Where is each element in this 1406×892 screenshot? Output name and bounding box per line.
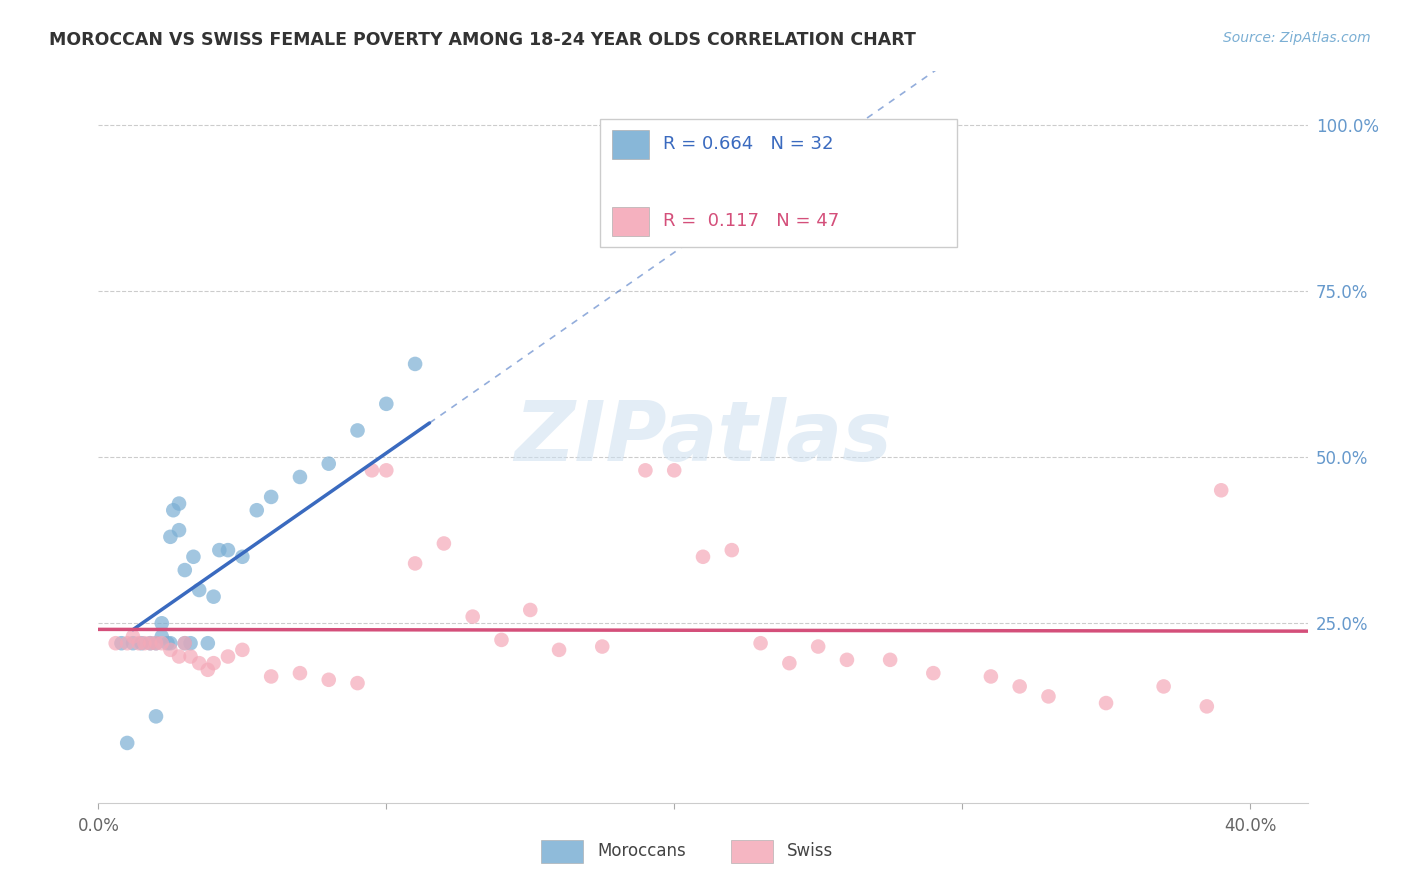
- Bar: [613, 207, 648, 235]
- Point: [879, 653, 901, 667]
- Point: [778, 656, 800, 670]
- Point: [980, 669, 1002, 683]
- Point: [173, 636, 195, 650]
- Point: [260, 669, 283, 683]
- Point: [122, 630, 145, 644]
- Text: MOROCCAN VS SWISS FEMALE POVERTY AMONG 18-24 YEAR OLDS CORRELATION CHART: MOROCCAN VS SWISS FEMALE POVERTY AMONG 1…: [49, 31, 917, 49]
- Point: [231, 643, 253, 657]
- Point: [150, 630, 173, 644]
- Point: [145, 636, 167, 650]
- Point: [167, 497, 190, 511]
- Point: [134, 636, 156, 650]
- Point: [139, 636, 162, 650]
- Point: [217, 543, 239, 558]
- Point: [260, 490, 283, 504]
- Point: [1153, 680, 1175, 694]
- Text: Moroccans: Moroccans: [598, 842, 686, 860]
- Point: [1211, 483, 1233, 498]
- Point: [346, 676, 368, 690]
- Point: [159, 636, 181, 650]
- Text: ZIPatlas: ZIPatlas: [515, 397, 891, 477]
- Point: [173, 563, 195, 577]
- Point: [318, 673, 340, 687]
- Point: [173, 636, 195, 650]
- Point: [150, 636, 173, 650]
- Point: [122, 636, 145, 650]
- Point: [246, 503, 269, 517]
- Point: [150, 616, 173, 631]
- Text: R =  0.117   N = 47: R = 0.117 N = 47: [664, 212, 839, 230]
- Point: [461, 609, 484, 624]
- Point: [162, 503, 184, 517]
- Text: Swiss: Swiss: [787, 842, 834, 860]
- Point: [1095, 696, 1118, 710]
- Point: [318, 457, 340, 471]
- Point: [183, 549, 205, 564]
- Point: [288, 666, 311, 681]
- Point: [346, 424, 368, 438]
- Point: [145, 709, 167, 723]
- Point: [404, 357, 426, 371]
- Point: [548, 643, 571, 657]
- Point: [491, 632, 513, 647]
- Point: [167, 523, 190, 537]
- Point: [180, 649, 202, 664]
- Point: [1195, 699, 1218, 714]
- Point: [692, 549, 714, 564]
- Point: [188, 656, 211, 670]
- Point: [433, 536, 456, 550]
- Point: [115, 636, 138, 650]
- Point: [217, 649, 239, 664]
- Point: [936, 131, 959, 145]
- Point: [664, 463, 686, 477]
- Point: [835, 653, 858, 667]
- Point: [202, 590, 225, 604]
- Text: R = 0.664   N = 32: R = 0.664 N = 32: [664, 135, 834, 153]
- Point: [634, 463, 657, 477]
- Point: [375, 397, 398, 411]
- Point: [1008, 680, 1031, 694]
- Point: [159, 643, 181, 657]
- Bar: [613, 130, 648, 159]
- Point: [202, 656, 225, 670]
- Point: [167, 649, 190, 664]
- Point: [231, 549, 253, 564]
- Point: [131, 636, 153, 650]
- Point: [807, 640, 830, 654]
- Point: [128, 636, 150, 650]
- Point: [208, 543, 231, 558]
- Point: [375, 463, 398, 477]
- Point: [156, 636, 179, 650]
- Point: [591, 640, 613, 654]
- Point: [404, 557, 426, 571]
- Point: [115, 736, 138, 750]
- Point: [180, 636, 202, 650]
- Point: [139, 636, 162, 650]
- Point: [197, 663, 219, 677]
- Point: [1038, 690, 1060, 704]
- Point: [104, 636, 127, 650]
- FancyBboxPatch shape: [600, 119, 957, 247]
- Point: [159, 530, 181, 544]
- Point: [145, 636, 167, 650]
- Point: [288, 470, 311, 484]
- Point: [922, 666, 945, 681]
- Point: [519, 603, 541, 617]
- Point: [720, 543, 742, 558]
- Point: [197, 636, 219, 650]
- Point: [110, 636, 132, 650]
- Text: Source: ZipAtlas.com: Source: ZipAtlas.com: [1223, 31, 1371, 45]
- Point: [361, 463, 384, 477]
- Point: [188, 582, 211, 597]
- Point: [749, 636, 772, 650]
